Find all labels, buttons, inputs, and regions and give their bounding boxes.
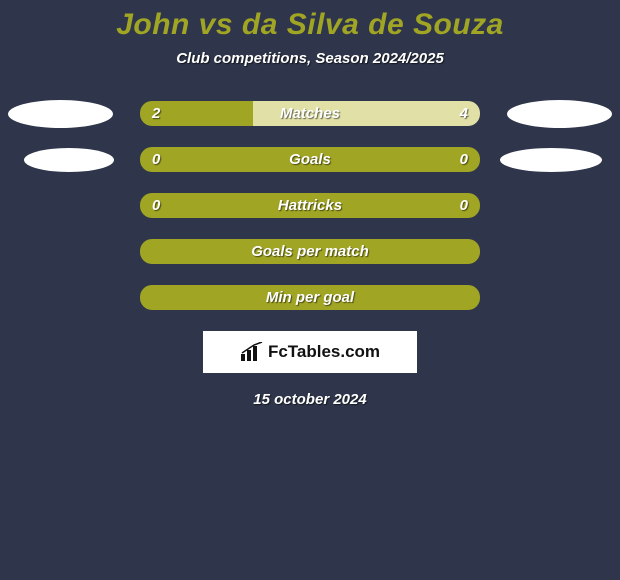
bars-icon bbox=[240, 342, 264, 362]
player-right-ellipse bbox=[500, 148, 602, 172]
bar-segment bbox=[140, 147, 480, 172]
player-left-ellipse bbox=[8, 100, 113, 128]
date-label: 15 october 2024 bbox=[0, 391, 620, 408]
bar-segment bbox=[253, 101, 480, 126]
stat-bar: 00Goals bbox=[140, 147, 480, 172]
stat-row: Min per goal bbox=[0, 285, 620, 310]
stat-bar: Goals per match bbox=[140, 239, 480, 264]
stat-bar: Min per goal bbox=[140, 285, 480, 310]
comparison-card: John vs da Silva de Souza Club competiti… bbox=[0, 0, 620, 580]
source-logo: FcTables.com bbox=[203, 331, 417, 373]
stat-row: 24Matches bbox=[0, 101, 620, 126]
stat-rows: 24Matches00Goals00HattricksGoals per mat… bbox=[0, 101, 620, 310]
page-title: John vs da Silva de Souza bbox=[0, 0, 620, 42]
stat-value-left: 0 bbox=[152, 193, 160, 218]
stat-row: 00Goals bbox=[0, 147, 620, 172]
bar-segment bbox=[140, 193, 480, 218]
player-left-ellipse bbox=[24, 148, 114, 172]
stat-value-left: 2 bbox=[152, 101, 160, 126]
stat-value-left: 0 bbox=[152, 147, 160, 172]
bar-segment bbox=[140, 239, 480, 264]
logo-text: FcTables.com bbox=[268, 342, 380, 362]
stat-row: 00Hattricks bbox=[0, 193, 620, 218]
player-right-ellipse bbox=[507, 100, 612, 128]
stat-bar: 00Hattricks bbox=[140, 193, 480, 218]
subtitle: Club competitions, Season 2024/2025 bbox=[0, 50, 620, 67]
stat-value-right: 0 bbox=[460, 193, 468, 218]
stat-value-right: 0 bbox=[460, 147, 468, 172]
bar-segment bbox=[140, 285, 480, 310]
stat-bar: 24Matches bbox=[140, 101, 480, 126]
stat-value-right: 4 bbox=[460, 101, 468, 126]
stat-row: Goals per match bbox=[0, 239, 620, 264]
